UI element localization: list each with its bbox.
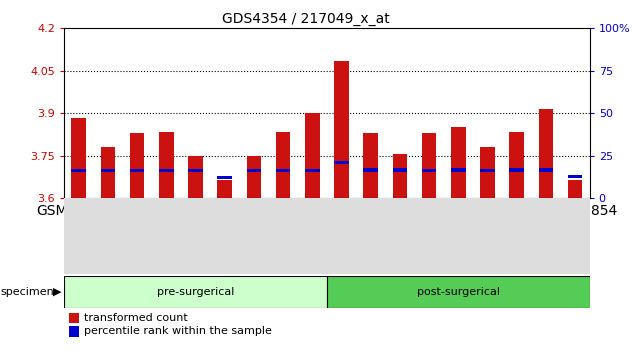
- Text: specimen: specimen: [1, 287, 54, 297]
- Bar: [64, 276, 327, 308]
- Bar: [422, 133, 437, 198]
- Text: post-surgerical: post-surgerical: [417, 287, 500, 297]
- Text: transformed count: transformed count: [84, 313, 188, 323]
- Bar: [334, 161, 349, 164]
- Bar: [71, 169, 86, 172]
- Bar: [247, 156, 262, 198]
- Bar: [188, 169, 203, 172]
- Bar: [305, 113, 320, 198]
- Bar: [392, 168, 407, 172]
- Text: percentile rank within the sample: percentile rank within the sample: [84, 326, 272, 336]
- Bar: [71, 118, 86, 198]
- Bar: [129, 133, 144, 198]
- Bar: [510, 132, 524, 198]
- Bar: [568, 175, 583, 178]
- Bar: [422, 169, 437, 172]
- Bar: [334, 61, 349, 198]
- Bar: [305, 169, 320, 172]
- Bar: [159, 132, 174, 198]
- Bar: [69, 313, 79, 323]
- Bar: [159, 169, 174, 172]
- Bar: [188, 156, 203, 198]
- Bar: [276, 169, 290, 172]
- Bar: [451, 168, 465, 172]
- Title: GDS4354 / 217049_x_at: GDS4354 / 217049_x_at: [222, 12, 390, 26]
- Bar: [363, 133, 378, 198]
- Bar: [217, 180, 232, 198]
- Bar: [538, 168, 553, 172]
- Text: pre-surgerical: pre-surgerical: [157, 287, 234, 297]
- Bar: [327, 276, 590, 308]
- Bar: [101, 169, 115, 172]
- Bar: [538, 109, 553, 198]
- Bar: [247, 169, 262, 172]
- Bar: [129, 169, 144, 172]
- Bar: [101, 147, 115, 198]
- Bar: [480, 147, 495, 198]
- Bar: [568, 180, 583, 198]
- Bar: [276, 132, 290, 198]
- Bar: [217, 176, 232, 179]
- Text: ▶: ▶: [53, 287, 61, 297]
- Bar: [392, 154, 407, 198]
- Bar: [510, 168, 524, 172]
- Bar: [451, 127, 465, 198]
- Bar: [480, 169, 495, 172]
- Bar: [363, 168, 378, 172]
- Bar: [69, 326, 79, 337]
